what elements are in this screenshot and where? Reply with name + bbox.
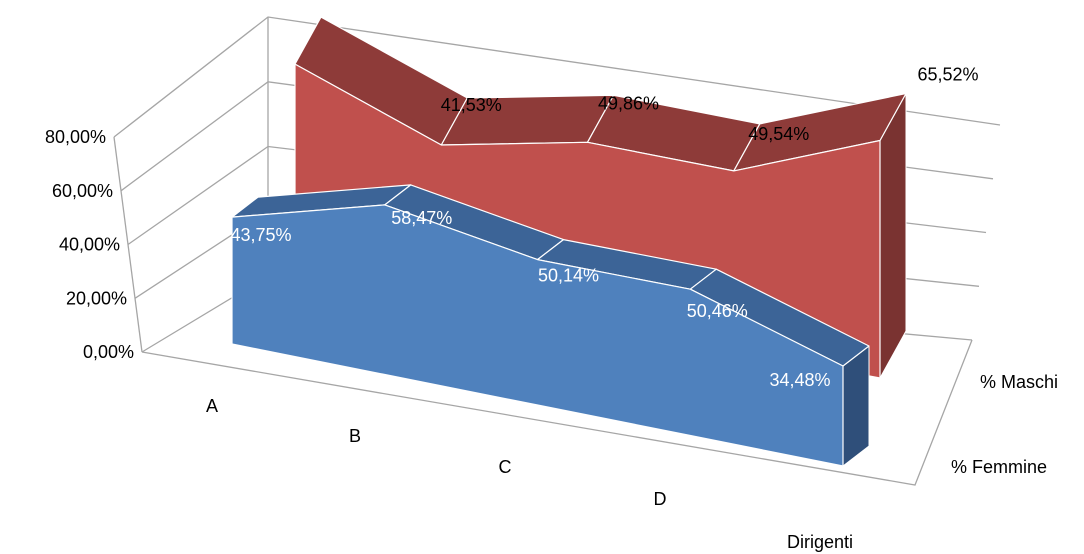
femmine-front-face <box>231 204 844 467</box>
wall-edge-front <box>113 136 143 353</box>
data-label: 50,14% <box>538 266 599 286</box>
data-label: 34,48% <box>769 370 830 390</box>
category-label: C <box>499 457 512 477</box>
category-label: B <box>349 426 361 446</box>
y-axis-ticks: 0,00% 20,00% 40,00% 60,00% 80,00% <box>45 127 134 362</box>
y-tick-label: 20,00% <box>66 288 127 308</box>
category-label: A <box>206 396 218 416</box>
data-label: 58,47% <box>391 208 452 228</box>
maschi-side-face <box>879 93 907 379</box>
category-label: Dirigenti <box>787 532 853 552</box>
category-label: D <box>654 489 667 509</box>
series-femmine: 43,75% 58,47% 50,14% 50,46% 34,48% <box>230 184 870 467</box>
y-tick-label: 0,00% <box>83 342 134 362</box>
y-tick-label: 40,00% <box>59 235 120 255</box>
series-axis-label-femmine: % Femmine <box>951 457 1047 477</box>
data-label: 50,46% <box>687 301 748 321</box>
femmine-side-face <box>842 345 870 467</box>
data-label: 49,54% <box>748 124 809 144</box>
data-label: 41,53% <box>441 95 502 115</box>
data-label: 65,52% <box>917 64 978 84</box>
series-axis-label-maschi: % Maschi <box>980 372 1058 392</box>
data-label: 49,86% <box>598 93 659 113</box>
data-label: 43,75% <box>230 225 291 245</box>
series-axis-labels: % Maschi % Femmine <box>951 372 1058 477</box>
floor-edge <box>141 339 973 486</box>
y-tick-label: 80,00% <box>45 127 106 147</box>
category-labels: A B C D Dirigenti <box>206 396 853 552</box>
y-tick-label: 60,00% <box>52 181 113 201</box>
